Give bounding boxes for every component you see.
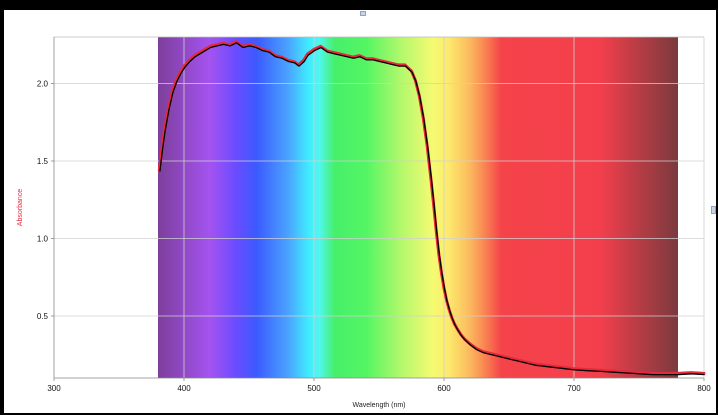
- y-tick-label-0: 0.5: [37, 312, 49, 321]
- x-tick-labels: 300 400 500 600 700 800: [47, 378, 711, 393]
- x-tick-label-5: 800: [697, 384, 711, 393]
- absorbance-curve-black: [159, 42, 705, 376]
- x-gridlines: [183, 37, 705, 378]
- series-layer: [157, 40, 706, 376]
- x-tick-label-1: 400: [177, 384, 191, 393]
- y-gridlines: [54, 83, 704, 317]
- x-tick-label-2: 500: [307, 384, 321, 393]
- y-tick-label-2: 1.5: [37, 157, 49, 166]
- x-tick-label-3: 600: [437, 384, 451, 393]
- x-axis-label: Wavelength (nm): [352, 402, 405, 409]
- x-tick-label-4: 700: [567, 384, 581, 393]
- absorbance-curve-red: [157, 40, 706, 375]
- y-tick-label-1: 1.0: [37, 235, 49, 244]
- y-tick-labels: 0.5 1.0 1.5 2.0: [37, 80, 54, 321]
- x-tick-label-0: 300: [47, 384, 61, 393]
- y-tick-label-3: 2.0: [37, 80, 49, 89]
- right-resize-handle[interactable]: [711, 206, 716, 214]
- y-axis-label: Absorbance: [17, 189, 24, 226]
- top-resize-handle[interactable]: [360, 11, 366, 16]
